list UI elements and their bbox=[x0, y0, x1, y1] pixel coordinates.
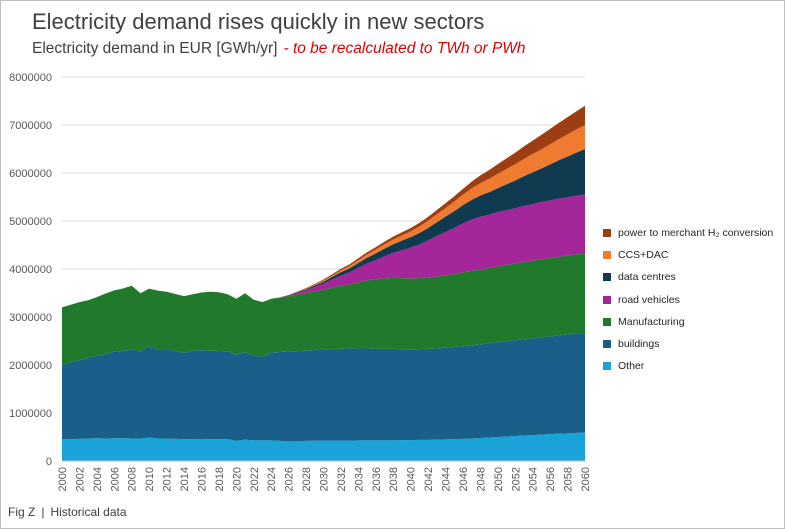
legend-label: CCS+DAC bbox=[618, 249, 669, 262]
x-tick-label: 2038 bbox=[388, 467, 400, 491]
x-tick-label: 2052 bbox=[510, 467, 522, 491]
x-tick-label: 2004 bbox=[92, 467, 104, 491]
footer-separator: | bbox=[41, 505, 45, 519]
series-area-0 bbox=[62, 432, 585, 461]
x-tick-label: 2032 bbox=[336, 467, 348, 491]
legend-label: Manufacturing bbox=[618, 315, 685, 328]
x-tick-label: 2048 bbox=[475, 467, 487, 491]
series-area-3 bbox=[62, 194, 585, 308]
y-tick-label: 1000000 bbox=[9, 408, 52, 420]
legend-item: buildings bbox=[603, 333, 783, 355]
legend-item: data centres bbox=[603, 266, 783, 288]
y-tick-label: 3000000 bbox=[9, 312, 52, 324]
legend-label: Other bbox=[618, 360, 645, 373]
x-tick-label: 2040 bbox=[406, 467, 418, 491]
x-tick-label: 2020 bbox=[231, 467, 243, 491]
y-tick-label: 4000000 bbox=[9, 264, 52, 276]
legend-item: Manufacturing bbox=[603, 311, 783, 333]
legend-swatch bbox=[603, 362, 611, 371]
x-tick-label: 2012 bbox=[162, 467, 174, 491]
x-tick-label: 2054 bbox=[528, 467, 540, 491]
series-area-2 bbox=[62, 253, 585, 365]
footer-caption: Historical data bbox=[50, 505, 127, 519]
x-tick-label: 2050 bbox=[493, 467, 505, 491]
x-tick-label: 2060 bbox=[580, 467, 592, 491]
x-tick-label: 2036 bbox=[371, 467, 383, 491]
x-tick-label: 2008 bbox=[127, 467, 139, 491]
legend-item: power to merchant H₂ conversion bbox=[603, 222, 783, 244]
chart-subtitle: Electricity demand in EUR [GWh/yr] - to b… bbox=[32, 40, 526, 58]
legend-label: data centres bbox=[618, 271, 676, 284]
x-tick-label: 2028 bbox=[301, 467, 313, 491]
x-tick-label: 2006 bbox=[109, 467, 121, 491]
y-tick-label: 2000000 bbox=[9, 360, 52, 372]
x-tick-label: 2046 bbox=[458, 467, 470, 491]
y-tick-label: 0 bbox=[46, 456, 52, 468]
x-tick-label: 2014 bbox=[179, 467, 191, 491]
x-tick-label: 2044 bbox=[441, 467, 453, 491]
y-tick-label: 7000000 bbox=[9, 120, 52, 132]
legend-label: road vehicles bbox=[618, 293, 680, 306]
chart-legend: power to merchant H₂ conversion CCS+DAC da… bbox=[603, 222, 783, 377]
x-tick-label: 2034 bbox=[353, 467, 365, 491]
legend-swatch bbox=[603, 229, 611, 238]
legend-swatch bbox=[603, 295, 611, 304]
legend-swatch bbox=[603, 251, 611, 260]
x-tick-label: 2026 bbox=[284, 467, 296, 491]
y-tick-label: 5000000 bbox=[9, 216, 52, 228]
x-tick-label: 2024 bbox=[266, 467, 278, 491]
legend-swatch bbox=[603, 340, 611, 349]
chart-title: Electricity demand rises quickly in new … bbox=[32, 9, 485, 34]
legend-item: CCS+DAC bbox=[603, 244, 783, 266]
x-tick-label: 2058 bbox=[563, 467, 575, 491]
footer-fig-label: Fig Z bbox=[8, 505, 36, 519]
x-tick-label: 2010 bbox=[144, 467, 156, 491]
y-tick-label: 6000000 bbox=[9, 168, 52, 180]
x-tick-label: 2016 bbox=[197, 467, 209, 491]
x-tick-label: 2002 bbox=[74, 467, 86, 491]
x-tick-label: 2022 bbox=[249, 467, 261, 491]
y-tick-label: 8000000 bbox=[9, 72, 52, 84]
x-tick-label: 2000 bbox=[57, 467, 69, 491]
subtitle-text: Electricity demand in EUR [GWh/yr] bbox=[32, 40, 278, 57]
x-tick-label: 2056 bbox=[545, 467, 557, 491]
series-area-1 bbox=[62, 332, 585, 442]
x-tick-label: 2018 bbox=[214, 467, 226, 491]
subtitle-note: - to be recalculated to TWh or PWh bbox=[283, 40, 526, 57]
x-tick-label: 2030 bbox=[319, 467, 331, 491]
legend-item: road vehicles bbox=[603, 289, 783, 311]
legend-label: buildings bbox=[618, 338, 660, 351]
footer: Fig Z | Historical data bbox=[8, 505, 127, 519]
legend-label: power to merchant H₂ conversion bbox=[618, 227, 774, 240]
legend-swatch bbox=[603, 317, 611, 326]
legend-swatch bbox=[603, 273, 611, 282]
legend-item: Other bbox=[603, 355, 783, 377]
x-tick-label: 2042 bbox=[423, 467, 435, 491]
